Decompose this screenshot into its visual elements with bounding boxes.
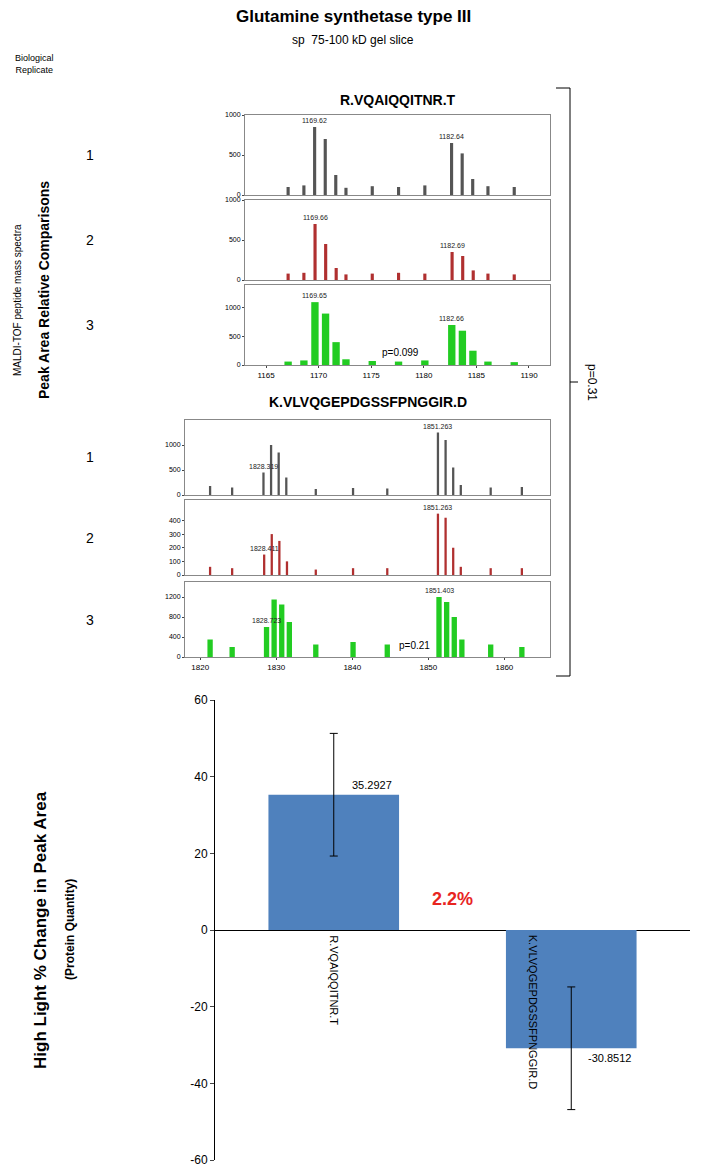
- svg-text:High Light % Change in Peak Ar: High Light % Change in Peak Area: [31, 791, 50, 1069]
- svg-text:20: 20: [194, 847, 208, 861]
- svg-text:-60: -60: [190, 1153, 208, 1167]
- svg-text:1000: 1000: [225, 196, 241, 203]
- svg-text:500: 500: [229, 333, 241, 340]
- svg-text:p=0.099: p=0.099: [382, 347, 419, 358]
- svg-text:K.VLVQGEPDGSSFPNGGIR.D: K.VLVQGEPDGSSFPNGGIR.D: [527, 935, 539, 1089]
- svg-text:1850: 1850: [419, 663, 437, 672]
- svg-text:-30.8512: -30.8512: [588, 1052, 631, 1064]
- svg-text:0: 0: [237, 361, 241, 368]
- svg-text:2: 2: [86, 530, 94, 546]
- svg-text:p=0.21: p=0.21: [399, 640, 430, 651]
- svg-text:1: 1: [86, 147, 94, 163]
- svg-text:1000: 1000: [225, 111, 241, 118]
- svg-text:400: 400: [169, 633, 181, 640]
- svg-text:200: 200: [169, 544, 181, 551]
- svg-text:1828.319: 1828.319: [249, 463, 278, 470]
- svg-text:3: 3: [86, 612, 94, 628]
- svg-text:MALDI-TOF peptide mass spectra: MALDI-TOF peptide mass spectra: [12, 224, 23, 376]
- svg-text:1182.66: 1182.66: [439, 315, 464, 322]
- svg-text:BiologicalReplicate: BiologicalReplicate: [15, 53, 54, 75]
- svg-text:1182.69: 1182.69: [440, 242, 465, 249]
- svg-text:500: 500: [229, 151, 241, 158]
- svg-text:0: 0: [201, 923, 208, 937]
- svg-text:p=0.31: p=0.31: [585, 364, 599, 401]
- svg-text:sp 75-100 kD gel slice: sp 75-100 kD gel slice: [292, 33, 414, 47]
- svg-text:1165: 1165: [257, 371, 275, 380]
- svg-text:1169.62: 1169.62: [302, 117, 327, 124]
- svg-text:1828.723: 1828.723: [252, 617, 281, 624]
- svg-text:1169.65: 1169.65: [302, 292, 327, 299]
- svg-text:1190: 1190: [520, 371, 538, 380]
- svg-text:-40: -40: [190, 1077, 208, 1091]
- svg-text:1000: 1000: [225, 304, 241, 311]
- svg-text:K.VLVQGEPDGSSFPNGGIR.D: K.VLVQGEPDGSSFPNGGIR.D: [269, 394, 467, 410]
- svg-text:-20: -20: [190, 1000, 208, 1014]
- svg-text:2: 2: [86, 232, 94, 248]
- svg-text:1860: 1860: [495, 663, 513, 672]
- svg-text:(Protein Quantity): (Protein Quantity): [63, 879, 77, 980]
- svg-text:400: 400: [169, 517, 181, 524]
- svg-text:1180: 1180: [415, 371, 433, 380]
- svg-text:500: 500: [229, 236, 241, 243]
- svg-text:2.2%: 2.2%: [432, 889, 473, 909]
- svg-text:1851.263: 1851.263: [423, 423, 452, 430]
- svg-text:1182.64: 1182.64: [439, 133, 464, 140]
- svg-text:0: 0: [237, 276, 241, 283]
- svg-text:1185: 1185: [468, 371, 486, 380]
- svg-text:500: 500: [169, 466, 181, 473]
- svg-text:40: 40: [194, 770, 208, 784]
- svg-text:R.VQAIQQITNR.T: R.VQAIQQITNR.T: [340, 92, 456, 108]
- svg-text:300: 300: [169, 531, 181, 538]
- svg-text:Glutamine synthetase type III: Glutamine synthetase type III: [236, 7, 471, 26]
- svg-text:1851.263: 1851.263: [423, 504, 452, 511]
- svg-text:Peak Area Relative Comparisons: Peak Area Relative Comparisons: [36, 181, 52, 399]
- svg-text:35.2927: 35.2927: [352, 779, 392, 791]
- svg-text:0: 0: [177, 491, 181, 498]
- svg-text:1830: 1830: [267, 663, 285, 672]
- svg-text:1828.411: 1828.411: [250, 545, 279, 552]
- svg-text:1200: 1200: [165, 593, 181, 600]
- svg-text:3: 3: [86, 317, 94, 333]
- svg-text:1851.403: 1851.403: [425, 587, 454, 594]
- svg-text:0: 0: [177, 571, 181, 578]
- svg-text:1169.66: 1169.66: [303, 214, 328, 221]
- svg-text:1: 1: [86, 449, 94, 465]
- svg-text:1170: 1170: [310, 371, 328, 380]
- svg-text:1000: 1000: [165, 441, 181, 448]
- svg-text:1840: 1840: [343, 663, 361, 672]
- svg-text:1820: 1820: [191, 663, 209, 672]
- svg-text:100: 100: [169, 558, 181, 565]
- svg-text:60: 60: [194, 693, 208, 707]
- svg-text:800: 800: [169, 613, 181, 620]
- svg-text:0: 0: [237, 191, 241, 198]
- svg-text:0: 0: [177, 653, 181, 660]
- svg-text:1175: 1175: [363, 371, 381, 380]
- svg-text:R.VQAIQQITNR.T: R.VQAIQQITNR.T: [328, 935, 340, 1025]
